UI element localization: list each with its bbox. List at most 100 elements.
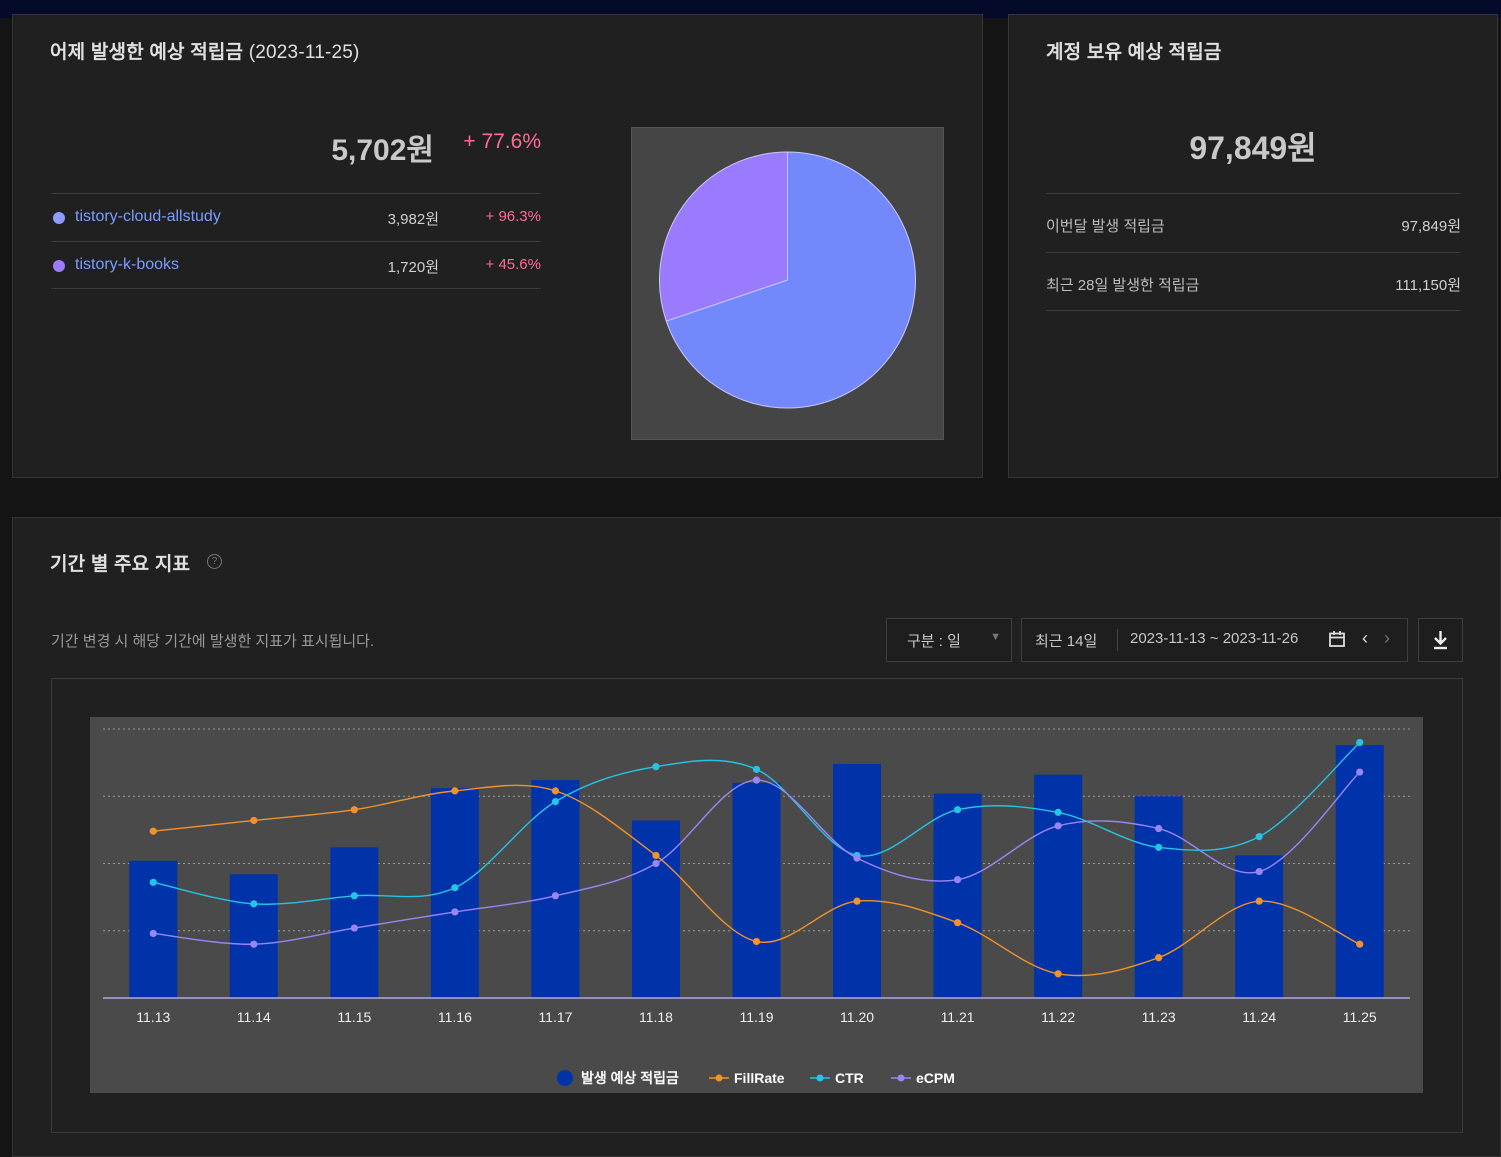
fillrate-point <box>149 827 157 835</box>
range-preset[interactable]: 최근 14일 <box>1035 633 1098 650</box>
legend-ctr-swatch-dot <box>816 1074 824 1082</box>
date-range-picker[interactable]: 최근 14일 2023-11-13 ~ 2023-11-26 ‹ › <box>1021 618 1408 662</box>
balance-list: 이번달 발생 적립금 97,849원 최근 28일 발생한 적립금 111,15… <box>1046 193 1461 311</box>
chevron-down-icon: ▼ <box>990 631 1001 643</box>
ecpm-point <box>652 859 660 868</box>
help-icon[interactable]: ? <box>207 554 222 569</box>
x-tick-label: 11.18 <box>639 1009 673 1025</box>
yesterday-date: (2023-11-25) <box>248 42 360 63</box>
ecpm-point <box>1054 822 1062 830</box>
balance-row-label: 이번달 발생 적립금 <box>1046 218 1165 235</box>
site-list: tistory-cloud-allstudy 3,982원 + 96.3% ti… <box>51 193 541 289</box>
yesterday-title: 어제 발생한 예상 적립금 (2023-11-25) <box>50 37 360 64</box>
balance-row-label: 최근 28일 발생한 적립금 <box>1046 277 1200 294</box>
ecpm-point <box>853 854 861 862</box>
fillrate-point <box>1255 897 1263 905</box>
x-tick-label: 11.21 <box>941 1009 975 1025</box>
x-tick-label: 11.22 <box>1041 1009 1075 1025</box>
ecpm-point <box>149 929 157 938</box>
range-dates[interactable]: 2023-11-13 ~ 2023-11-26 <box>1130 630 1299 647</box>
ecpm-point <box>1255 867 1263 876</box>
fillrate-point <box>1356 940 1364 948</box>
prev-range-button[interactable]: ‹ <box>1362 628 1368 648</box>
bar <box>330 847 379 998</box>
bar <box>1235 855 1284 998</box>
bar <box>631 820 680 998</box>
ecpm-point <box>752 776 761 784</box>
site-row: tistory-cloud-allstudy 3,982원 + 96.3% <box>51 193 541 241</box>
fillrate-point <box>752 937 761 946</box>
next-range-button[interactable]: › <box>1384 628 1390 648</box>
top-nav-bar <box>0 0 1501 18</box>
legend-ecpm-label: eCPM <box>916 1070 955 1086</box>
ctr-point <box>149 878 157 886</box>
bar <box>531 780 580 998</box>
ctr-point <box>1356 738 1364 747</box>
fillrate-point <box>953 919 962 927</box>
balance-row: 최근 28일 발생한 적립금 111,150원 <box>1046 252 1461 311</box>
site-value: 1,720원 <box>387 259 439 276</box>
ctr-point <box>451 884 459 892</box>
legend-ctr-label: CTR <box>835 1070 864 1086</box>
site-change: + 96.3% <box>485 208 541 225</box>
balance-title: 계정 보유 예상 적립금 <box>1046 42 1222 63</box>
legend-fillrate-swatch-dot <box>715 1074 723 1082</box>
ecpm-point <box>953 876 962 884</box>
bar <box>933 793 982 998</box>
site-change: + 45.6% <box>485 256 541 273</box>
legend-ecpm-swatch-dot <box>897 1074 905 1082</box>
fillrate-point <box>853 897 861 905</box>
ctr-point <box>953 806 962 814</box>
download-button[interactable] <box>1418 618 1463 662</box>
pie-slice <box>659 151 788 322</box>
unit-select[interactable]: 구분 : 일 ▼ <box>886 618 1012 662</box>
ctr-point <box>350 892 358 900</box>
yesterday-change: + 77.6% <box>463 130 541 153</box>
metrics-chart-svg: 11.13 11.14 11.15 11.16 11.17 11.18 11.19 11.20… <box>103 728 1410 1086</box>
ecpm-point <box>1356 768 1364 776</box>
period-metrics-card: 기간 별 주요 지표 ? 기간 변경 시 해당 기간에 발생한 지표가 표시됩니… <box>12 517 1501 1157</box>
legend-fillrate-label: FillRate <box>734 1070 785 1086</box>
yesterday-total: 5,702원 <box>331 134 434 167</box>
yesterday-title-text: 어제 발생한 예상 적립금 <box>50 42 244 63</box>
site-link[interactable]: tistory-cloud-allstudy <box>75 208 221 225</box>
pie-slice <box>665 151 916 409</box>
yesterday-earnings-card: 어제 발생한 예상 적립금 (2023-11-25) 5,702원 + 77.6… <box>12 14 983 478</box>
site-share-pie-chart <box>631 127 944 440</box>
ctr-point <box>551 798 560 806</box>
fillrate-point <box>551 787 560 795</box>
fillrate-point <box>1155 954 1163 962</box>
ctr-point <box>1255 833 1263 841</box>
x-tick-label: 11.14 <box>237 1009 271 1025</box>
metrics-chart-frame: 11.13 11.14 11.15 11.16 11.17 11.18 11.19 11.20… <box>51 678 1463 1133</box>
x-tick-label: 11.24 <box>1242 1009 1276 1025</box>
x-tick-label: 11.17 <box>538 1009 572 1025</box>
x-tick-label: 11.16 <box>438 1009 472 1025</box>
bar <box>1335 745 1384 998</box>
account-balance-card: 계정 보유 예상 적립금 97,849원 이번달 발생 적립금 97,849원 … <box>1008 14 1498 478</box>
ctr-point <box>652 763 660 771</box>
divider <box>1117 629 1118 651</box>
balance-row: 이번달 발생 적립금 97,849원 <box>1046 193 1461 252</box>
bar <box>229 874 278 998</box>
unit-select-value: 구분 : 일 <box>907 633 961 650</box>
fillrate-point <box>652 851 660 860</box>
site-color-dot <box>53 212 65 224</box>
site-link[interactable]: tistory-k-books <box>75 256 180 273</box>
ecpm-point <box>451 908 459 916</box>
pie-svg <box>659 151 916 409</box>
calendar-icon[interactable] <box>1328 630 1346 648</box>
bar <box>732 782 781 998</box>
metrics-title: 기간 별 주요 지표 <box>50 554 191 575</box>
balance-total: 97,849원 <box>1189 130 1317 166</box>
legend-bar-swatch <box>557 1070 573 1086</box>
x-tick-label: 11.23 <box>1142 1009 1176 1025</box>
x-tick-label: 11.20 <box>840 1009 874 1025</box>
ctr-point <box>752 765 761 773</box>
metrics-description: 기간 변경 시 해당 기간에 발생한 지표가 표시됩니다. <box>51 633 375 650</box>
ecpm-point <box>350 924 358 932</box>
fillrate-point <box>1054 970 1062 978</box>
ecpm-point <box>551 892 560 900</box>
site-row: tistory-k-books 1,720원 + 45.6% <box>51 241 541 289</box>
download-icon <box>1434 631 1447 650</box>
